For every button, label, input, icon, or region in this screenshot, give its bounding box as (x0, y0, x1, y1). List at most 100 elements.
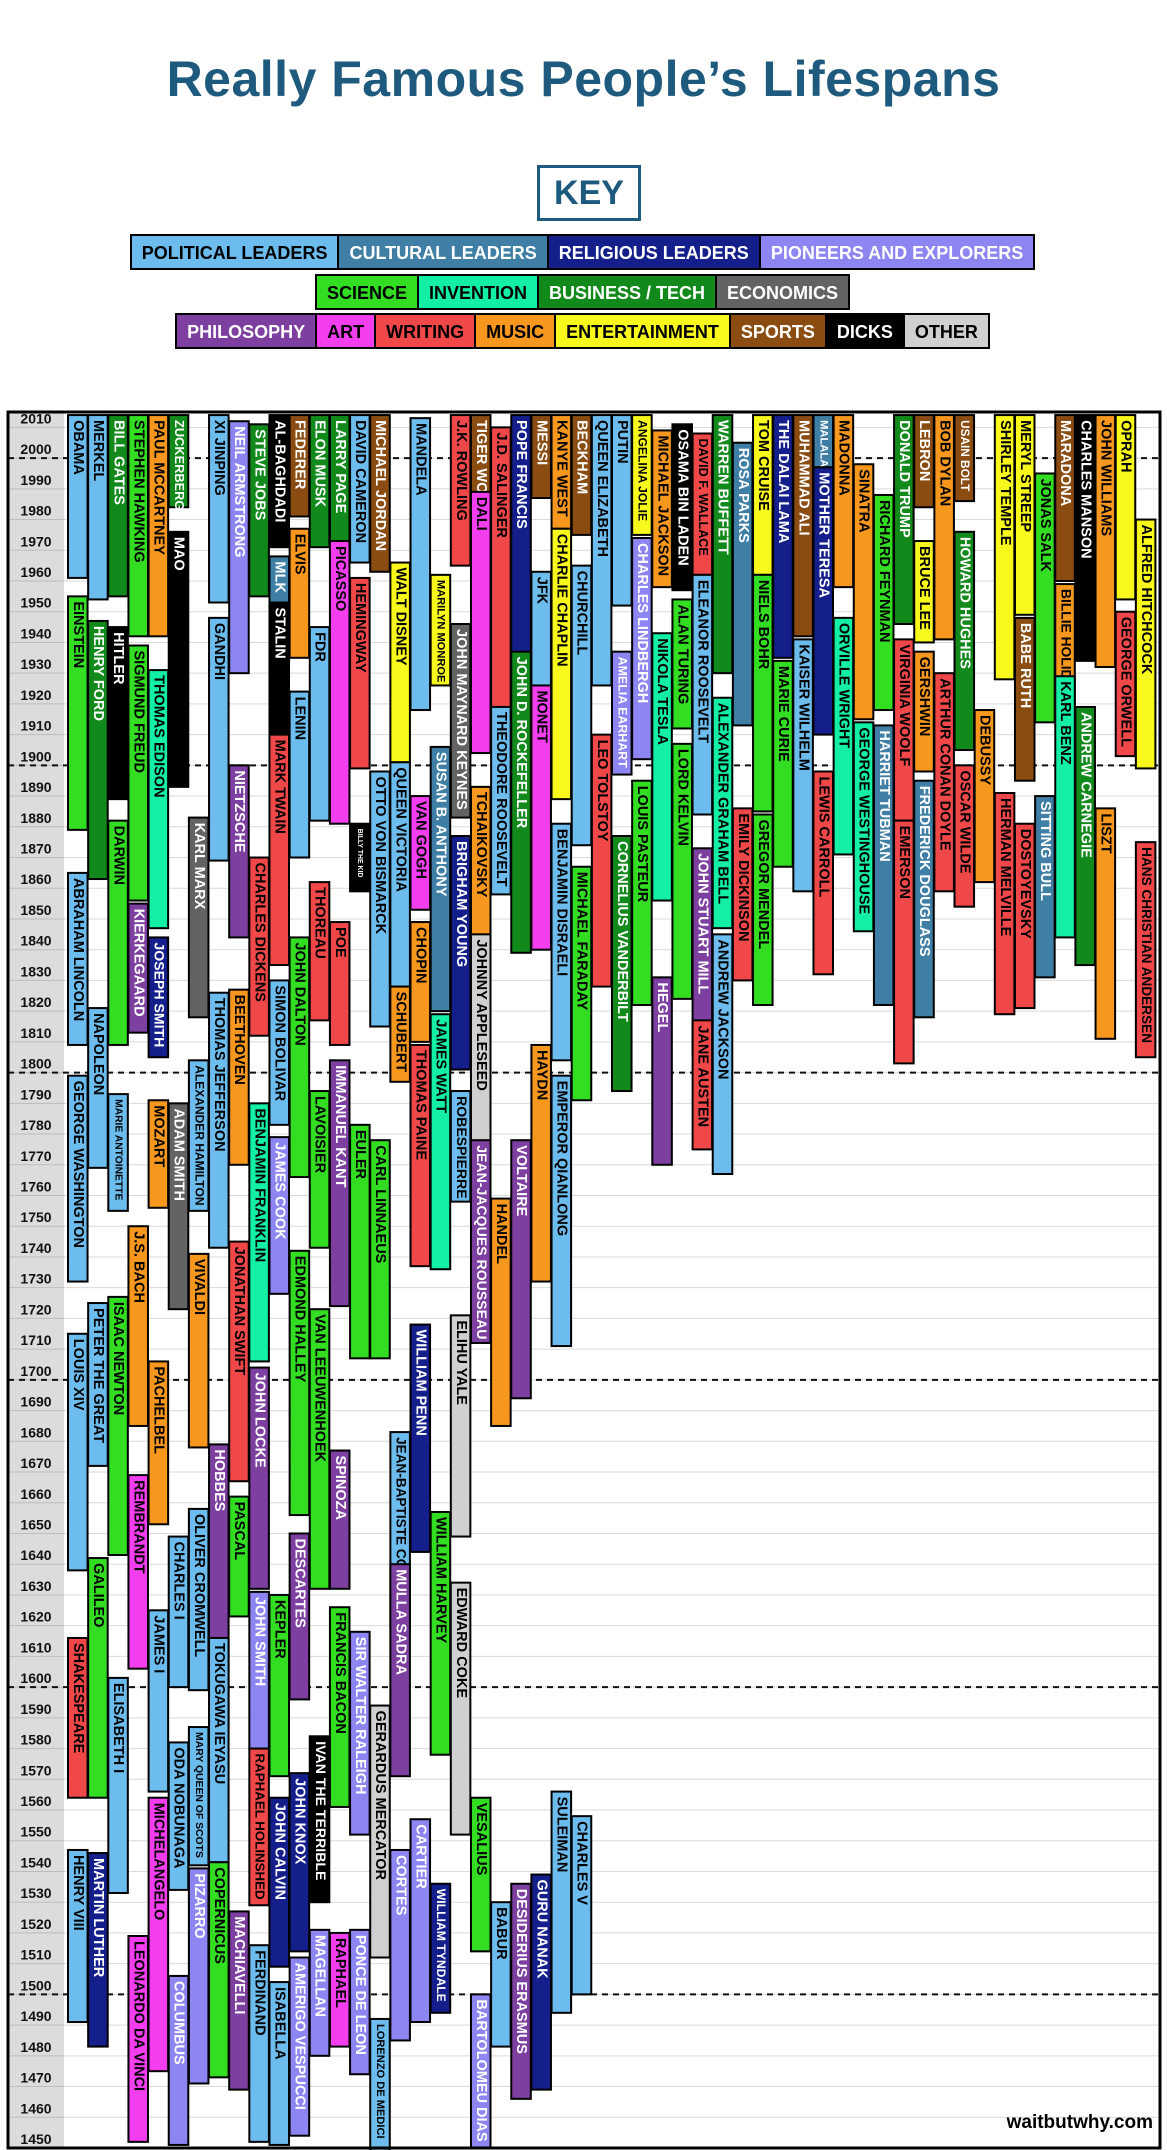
tick-label: 1720 (20, 1301, 51, 1317)
person-label: CARL LINNAEUS (372, 1145, 388, 1263)
legend-item: SPORTS (728, 313, 827, 349)
person-label: DAVID F. WALLACE (696, 439, 710, 556)
legend-item: MUSIC (474, 313, 557, 349)
lifespan-bar (812, 466, 835, 736)
tick-label: 1570 (20, 1762, 51, 1778)
lifespan-bar (87, 1007, 109, 1169)
person-label: CHARLES MANSON (1077, 420, 1093, 559)
person-label: HENRY FORD (90, 626, 106, 721)
lifespan-bar (67, 871, 89, 1046)
person-label: LEWIS CARROLL (815, 776, 831, 897)
lifespan-bar (228, 988, 250, 1166)
person-label: JOHN KNOX (292, 1778, 308, 1865)
person-label: AMELIA EARHART (615, 657, 629, 768)
tick-label: 1590 (20, 1701, 51, 1717)
lifespan-bar (147, 936, 170, 1059)
person-label: MICHELANGELO (151, 1803, 167, 1921)
person-label: KIERKEGAARD (130, 909, 146, 1017)
person-label: RAPHAEL (332, 1938, 348, 2008)
tick-label: 2000 (20, 441, 51, 457)
person-label: HANDEL (493, 1204, 509, 1265)
person-label: HENRY VIII (70, 1855, 86, 1931)
person-label: IVAN THE TERRIBLE (313, 1741, 329, 1880)
person-label: GERSHWIN (916, 657, 932, 737)
person-label: PACHELBEL (151, 1366, 167, 1454)
person-label: DESCARTES (292, 1538, 308, 1628)
tick-label: 1890 (20, 779, 51, 795)
person-label: KEPLER (271, 1600, 287, 1659)
person-label: J.S. BACH (130, 1231, 146, 1303)
tick-label: 1870 (20, 841, 51, 857)
tick-label: 1830 (20, 963, 51, 979)
tick-label: 1790 (20, 1086, 51, 1102)
person-label: WILLIAM HARVEY (433, 1517, 449, 1644)
person-label: LEONARDO DA VINCI (130, 1941, 146, 2091)
lifespan-bar (711, 933, 734, 1175)
person-label: FREDERICK DOUGLASS (916, 786, 932, 957)
person-label: QUEEN VICTORIA (392, 767, 408, 892)
person-label: BILLIE HOLIDAY (1058, 589, 1073, 697)
person-label: GANDHI (211, 623, 227, 680)
person-label: SINATRA (856, 469, 872, 533)
lifespan-bar (389, 1563, 411, 1778)
page-title: Really Famous People’s Lifespans (166, 51, 1001, 107)
tick-label: 1990 (20, 472, 51, 488)
person-label: HERMAN MELVILLE (997, 798, 1013, 937)
tick-label: 1940 (20, 625, 51, 641)
person-label: KARL MARX (191, 823, 207, 910)
person-label: TCHAIKOVSKY (473, 792, 489, 898)
person-label: ELIHU YALE (453, 1320, 469, 1405)
legend-item: RELIGIOUS LEADERS (546, 234, 761, 270)
lifespan-bar (328, 921, 351, 1046)
lifespan-bar (369, 414, 391, 573)
person-label: LORD KELVIN (674, 749, 690, 846)
lifespan-bar (953, 414, 976, 503)
person-label: MARTIN LUTHER (90, 1858, 106, 1978)
person-label: EINSTEIN (70, 601, 86, 668)
lifespan-bar (268, 1136, 291, 1295)
person-label: SULEIMAN (553, 1797, 569, 1873)
person-label: JOHN SMITH (251, 1597, 267, 1686)
person-label: JONATHAN SWIFT (231, 1247, 247, 1376)
person-label: CORTES (392, 1855, 408, 1916)
tick-label: 1970 (20, 533, 51, 549)
lifespan-bar (570, 564, 593, 847)
person-label: BABUR (493, 1907, 509, 1960)
lifespan-bar (288, 936, 311, 1179)
person-label: WILLIAM TYNDALE (434, 1889, 448, 2002)
lifespan-bar (913, 779, 935, 1019)
lifespan-bar (187, 1252, 210, 1449)
tick-label: 1850 (20, 902, 51, 918)
person-label: FERDINAND (251, 1950, 267, 2035)
lifespan-bar (369, 1139, 391, 1360)
person-label: EMPEROR QIANLONG (553, 1081, 569, 1236)
person-label: ELISABETH I (110, 1683, 126, 1773)
person-label: SCHUBERT (392, 992, 408, 1073)
lifespan-bar (288, 1532, 311, 1701)
person-label: JOHN CALVIN (271, 1803, 287, 1900)
tick-label: 1640 (20, 1547, 51, 1563)
person-label: GEORGE ORWELL (1118, 617, 1134, 747)
person-label: CORNELIUS VANDERBILT (614, 841, 630, 1022)
person-label: SUSAN B. ANTHONY (433, 752, 449, 897)
person-label: DARWIN (110, 826, 126, 885)
legend-item: ART (315, 313, 377, 349)
lifespan-bar (288, 527, 311, 659)
lifespan-bar (1134, 841, 1157, 1059)
person-label: DEBUSSY (977, 715, 993, 785)
person-label: BABE RUTH (1017, 623, 1033, 708)
person-label: DONALD TRUMP (896, 420, 912, 538)
person-label: THOMAS EDISON (151, 675, 167, 797)
tick-label: 1860 (20, 871, 51, 887)
lifespan-bar (530, 684, 552, 951)
person-label: GALILEO (90, 1563, 106, 1627)
person-label: ELVIS (292, 534, 308, 575)
person-label: LARRY PAGE (332, 420, 348, 514)
person-label: JOHN LOCKE (251, 1373, 267, 1468)
person-label: HEMINGWAY (352, 583, 368, 673)
lifespan-bar (469, 490, 492, 755)
person-label: GURU NANAK (533, 1880, 549, 1980)
person-label: MADONNA (836, 420, 852, 496)
person-label: SIGMUND FREUD (130, 651, 146, 773)
tick-label: 1450 (20, 2131, 51, 2147)
